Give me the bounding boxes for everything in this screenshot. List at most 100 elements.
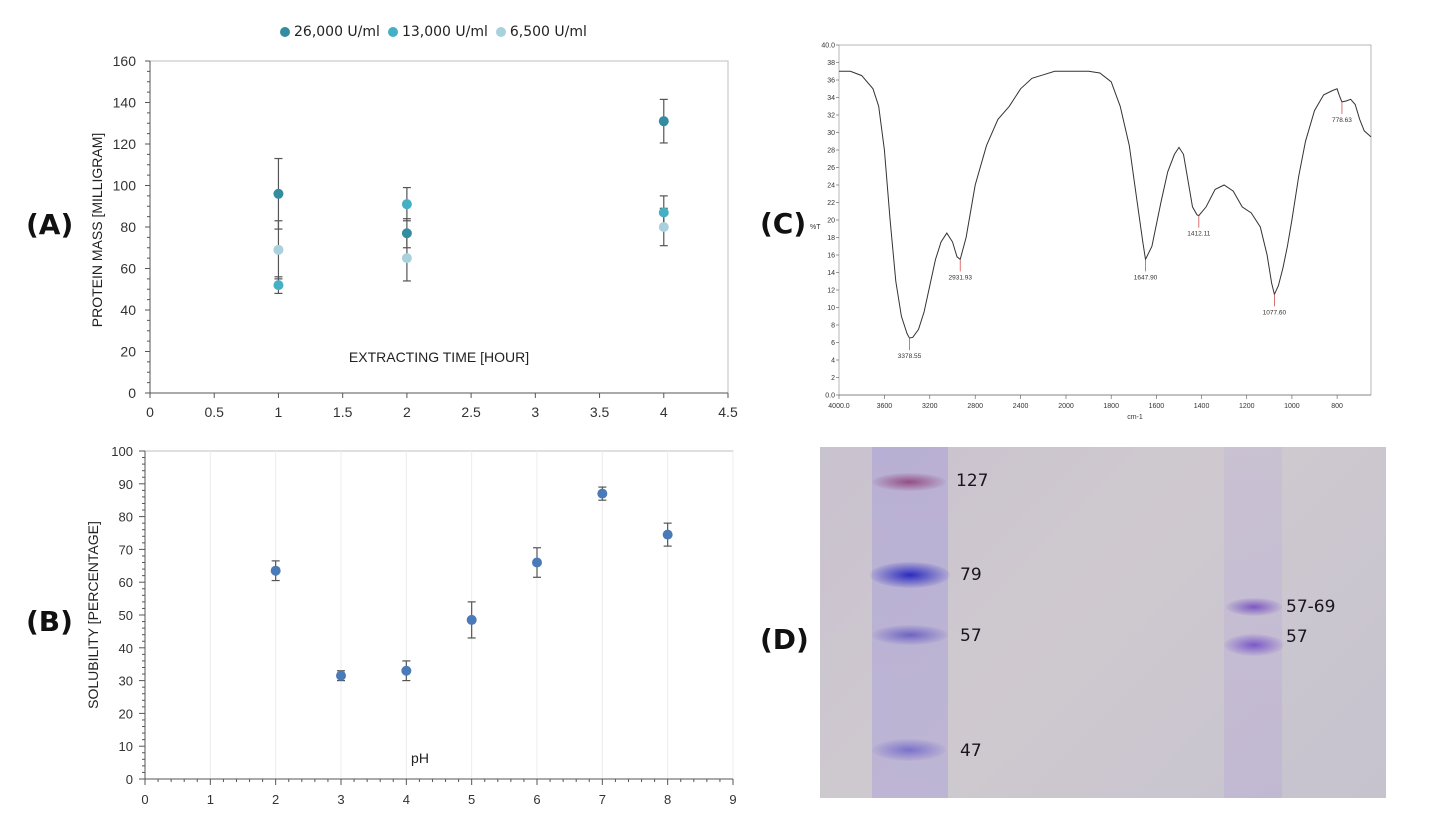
chart-b-plot-frame bbox=[144, 450, 734, 780]
marker-band-57 bbox=[872, 625, 948, 645]
chart-c-y-tick-label: 8 bbox=[831, 323, 835, 330]
chart-b-point bbox=[270, 565, 281, 576]
legend-marker-26000 bbox=[280, 27, 290, 37]
marker-label-127: 127 bbox=[956, 471, 989, 491]
chart-a-plot-frame bbox=[149, 60, 729, 394]
legend-item-6500: 6,500 U/ml bbox=[495, 24, 587, 40]
chart-b-y-tick-label: 90 bbox=[119, 477, 133, 492]
chart-a-y-axis-label: PROTEIN MASS [MILLIGRAM] bbox=[89, 133, 105, 327]
chart-a-y-tick-label: 120 bbox=[113, 136, 137, 152]
chart-c-x-tick-label: 4000.0 bbox=[828, 403, 850, 410]
legend-marker-6500 bbox=[495, 27, 506, 37]
chart-a-x-tick-label: 2 bbox=[403, 404, 411, 420]
chart-b-x-tick-label: 7 bbox=[599, 792, 606, 807]
chart-c-y-tick-label: 24 bbox=[827, 183, 835, 190]
chart-a-y-tick-label: 20 bbox=[120, 344, 136, 360]
panel-label-c: (C) bbox=[760, 207, 807, 240]
sample-lane bbox=[1224, 447, 1282, 798]
chart-a-x-tick-label: 4.5 bbox=[718, 404, 738, 420]
chart-b-point bbox=[532, 557, 542, 568]
chart-c-x-tick-label: 1000 bbox=[1284, 403, 1300, 410]
chart-c-y-tick-label: 22 bbox=[827, 200, 835, 207]
panel-label-a: (A) bbox=[26, 208, 74, 241]
chart-b-x-tick-label: 9 bbox=[729, 792, 736, 807]
chart-c-x-tick-label: 2800 bbox=[967, 403, 983, 410]
panel-label-b: (B) bbox=[26, 605, 73, 638]
chart-c-y-tick-label: 2 bbox=[831, 375, 835, 382]
chart-c-x-tick-label: 1800 bbox=[1103, 403, 1119, 410]
chart-c-x-axis-label: cm-1 bbox=[1127, 414, 1143, 421]
chart-c-x-tick-label: 1600 bbox=[1149, 403, 1165, 410]
chart-c-y-tick-label: 38 bbox=[827, 60, 835, 67]
chart-c-x-tick-label: 1400 bbox=[1194, 403, 1210, 410]
chart-b-y-tick-label: 80 bbox=[119, 510, 133, 525]
chart-c-y-tick-label: 0.0 bbox=[825, 393, 835, 400]
chart-b-point bbox=[466, 614, 477, 625]
chart-b-y-tick-label: 10 bbox=[119, 739, 133, 754]
chart-c-plot-frame bbox=[838, 44, 1372, 396]
chart-b-y-tick-label: 20 bbox=[119, 706, 133, 721]
chart-c-y-tick-label: 10 bbox=[827, 305, 835, 312]
chart-c-y-tick-label: 32 bbox=[827, 113, 835, 120]
marker-band-47 bbox=[872, 739, 946, 761]
chart-c-x-tick-label: 2000 bbox=[1058, 403, 1074, 410]
sample-label-57-69: 57-69 bbox=[1286, 597, 1336, 617]
chart-a-x-axis-label: EXTRACTING TIME [HOUR] bbox=[349, 349, 529, 365]
legend-label-6500: 6,500 U/ml bbox=[509, 24, 587, 40]
chart-a-x-tick-label: 0 bbox=[146, 404, 154, 420]
chart-c-peak-label: 1647.90 bbox=[1134, 274, 1158, 281]
legend-item-26000: 26,000 U/ml bbox=[280, 24, 380, 40]
chart-a-y-tick-label: 140 bbox=[113, 95, 137, 111]
chart-c-x-tick-label: 3200 bbox=[922, 403, 938, 410]
chart-b-point bbox=[597, 488, 608, 499]
chart-b-y-axis-label: SOLUBILITY [PERCENTAGE] bbox=[85, 521, 101, 709]
marker-label-47: 47 bbox=[960, 741, 982, 761]
chart-a-x-tick-label: 3.5 bbox=[590, 404, 610, 420]
chart-c-spectrum-line bbox=[839, 70, 1372, 339]
chart-c-y-tick-label: 28 bbox=[827, 148, 835, 155]
chart-c-peak-label: 1077.60 bbox=[1263, 309, 1287, 316]
chart-a-point bbox=[401, 199, 412, 210]
chart-c-x-tick-label: 3600 bbox=[877, 403, 893, 410]
chart-b-y-tick-label: 50 bbox=[119, 608, 133, 623]
chart-c-y-tick-label: 34 bbox=[827, 95, 835, 102]
chart-a-point bbox=[273, 188, 284, 199]
chart-a-x-tick-label: 0.5 bbox=[204, 404, 224, 420]
chart-a-point bbox=[658, 116, 669, 127]
chart-a-x-tick-label: 2.5 bbox=[461, 404, 481, 420]
chart-c-peak-label: 778.63 bbox=[1332, 117, 1352, 124]
chart-a-x-tick-label: 1 bbox=[275, 404, 283, 420]
sample-label-57: 57 bbox=[1286, 627, 1308, 647]
chart-c-x-tick-label: 2400 bbox=[1013, 403, 1029, 410]
chart-c-y-tick-label: 12 bbox=[827, 288, 835, 295]
chart-b-x-tick-label: 8 bbox=[664, 792, 671, 807]
chart-c-x-tick-label: 800 bbox=[1331, 403, 1343, 410]
chart-b-x-tick-label: 6 bbox=[533, 792, 540, 807]
chart-a-point bbox=[273, 244, 284, 255]
chart-c-y-tick-label: 20 bbox=[827, 218, 835, 225]
chart-b-point bbox=[336, 670, 346, 681]
chart-a-x-tick-label: 4 bbox=[660, 404, 668, 420]
legend-item-13000: 13,000 U/ml bbox=[387, 24, 488, 40]
chart-b-y-tick-label: 100 bbox=[111, 444, 133, 459]
chart-c-peak-label: 1412.11 bbox=[1187, 231, 1210, 238]
chart-b-y-tick-label: 70 bbox=[119, 542, 133, 557]
chart-b-y-tick-label: 30 bbox=[119, 674, 133, 689]
sample-band-57-69 bbox=[1226, 598, 1282, 616]
chart-c-y-axis-label: %T bbox=[810, 224, 821, 231]
chart-a-y-tick-label: 100 bbox=[113, 178, 137, 194]
chart-a-y-tick-label: 40 bbox=[120, 302, 136, 318]
chart-a-y-tick-label: 80 bbox=[120, 219, 136, 235]
chart-a-point bbox=[273, 280, 284, 291]
chart-c-y-tick-label: 14 bbox=[827, 270, 835, 277]
legend-label-13000: 13,000 U/ml bbox=[401, 24, 488, 40]
chart-c-peak-label: 2931.93 bbox=[948, 274, 972, 281]
chart-c-y-tick-label: 18 bbox=[827, 235, 835, 242]
chart-c-y-tick-label: 40.0 bbox=[821, 43, 835, 50]
chart-a-point bbox=[658, 222, 669, 232]
marker-label-79: 79 bbox=[960, 565, 982, 585]
marker-label-57: 57 bbox=[960, 626, 982, 646]
panel-label-d: (D) bbox=[760, 623, 809, 656]
chart-b-y-tick-label: 40 bbox=[119, 641, 133, 656]
chart-c-y-tick-label: 26 bbox=[827, 165, 835, 172]
